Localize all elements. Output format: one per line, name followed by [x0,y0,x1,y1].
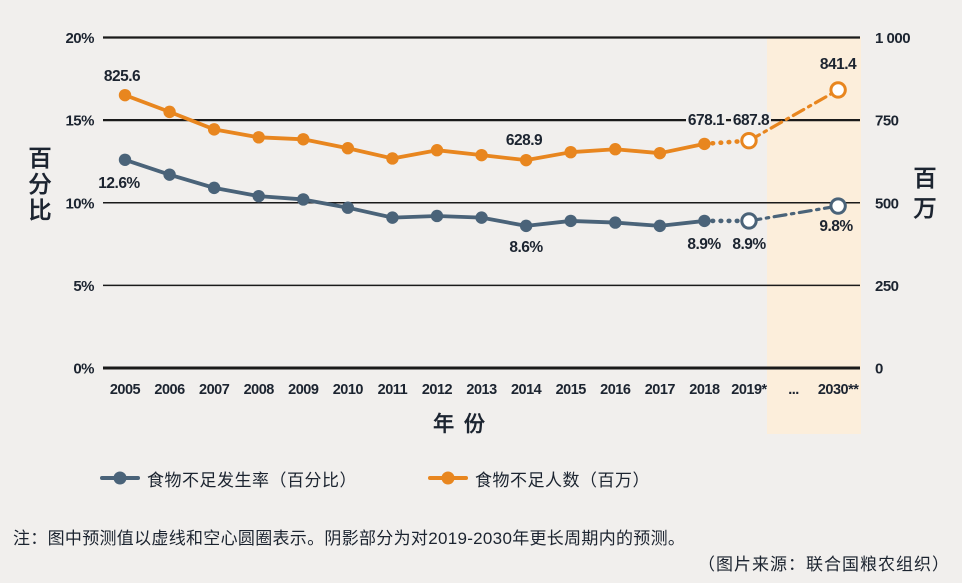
prevalence-point-2008 [252,189,265,203]
population-forecast-point-2019* [740,131,758,150]
prevalence-forecast-point-2030** [829,197,847,215]
image-source: （图片来源：联合国粮农组织） [698,555,950,574]
y-axis-title-right-char: 万 [914,195,937,221]
prevalence-point-2018 [698,214,711,228]
population-point-2015 [564,145,577,159]
xtick-2007: 2007 [199,382,230,398]
population-line-swatch [428,471,468,485]
xtick-2009: 2009 [288,382,319,398]
data-label-687.8: 687.8 [733,112,770,129]
ytick-right-250: 250 [875,278,899,295]
population-point-2007 [207,123,221,136]
ytick-right-750: 750 [875,113,899,130]
legend: 食物不足发生率（百分比） 食物不足人数（百万） [0,466,962,490]
population-forecast-point-2030** [829,81,847,99]
data-label-678.1: 678.1 [688,112,725,129]
xtick-2019*: 2019* [731,382,767,398]
prevalence-point-2010 [341,201,355,214]
prevalence-point-2009 [297,193,310,206]
xtick-2013: 2013 [466,382,497,398]
annotation-mask [731,112,771,128]
prevalence-line-swatch [100,471,140,485]
prevalence-point-2012 [430,209,444,223]
xtick-2011: 2011 [378,382,408,398]
prevalence-point-2007 [207,181,221,195]
xtick-2006: 2006 [154,382,185,398]
chart-svg: 825.6 12.6% 628.9 8.6% 678.1 687.8 841.4 8.9% 8.… [29,30,937,436]
xtick-2017: 2017 [645,382,676,398]
prevalence-point-2006 [163,168,176,181]
data-label-9.8pct: 9.8% [819,218,853,235]
legend-label-population: 食物不足人数（百万） [475,470,650,490]
prevalence-point-2016 [609,216,622,229]
y-axis-title-left-char: 百 [29,145,52,171]
data-label-628.9: 628.9 [506,132,543,149]
legend-item-population: 食物不足人数（百万） [428,466,650,490]
xtick-...: ... [788,382,799,398]
ytick-left-10%: 10% [65,195,94,212]
ytick-right-0: 0 [875,361,883,378]
population-point-2006 [163,105,176,119]
prevalence-point-2017 [653,219,667,233]
population-point-2010 [341,142,355,155]
data-label-12.6pct: 12.6% [98,175,140,192]
data-label-8.9pct: 8.9% [687,236,721,253]
prevalence-dashdot-forecast-line [747,204,840,223]
population-dashdot-forecast-line [747,88,840,143]
population-point-2009 [297,133,310,146]
ytick-right-1 000: 1 000 [875,30,910,47]
population-dotted-forecast-line [702,138,752,147]
population-point-2011 [386,152,399,165]
population-point-2017 [653,146,667,160]
population-line [123,93,707,163]
xtick-2030**: 2030** [818,382,859,398]
prevalence-point-2013 [475,211,488,224]
y-axis-title-right-char: 百 [914,165,937,191]
ytick-left-20%: 20% [65,30,94,47]
population-point-2014 [519,153,533,167]
xtick-2015: 2015 [556,382,587,398]
legend-item-prevalence: 食物不足发生率（百分比） [100,466,357,490]
y-axis-title-left-char: 分 [29,171,52,197]
xtick-2012: 2012 [422,382,453,398]
legend-label-prevalence: 食物不足发生率（百分比） [147,470,357,490]
prevalence-forecast-point-2019* [740,212,758,230]
annotation-mask [686,112,726,128]
y-axis-title-left-char: 比 [29,197,52,223]
xtick-2014: 2014 [511,382,542,398]
ytick-left-15%: 15% [65,113,94,130]
data-label-8.9pct: 8.9% [732,236,766,253]
prevalence-dot-icon [113,471,127,485]
population-point-2018 [698,137,711,151]
population-point-2012 [430,144,444,157]
xtick-2010: 2010 [333,382,364,398]
prevalence-point-2015 [564,214,577,228]
prevalence-point-2005 [118,153,132,166]
prevalence-line [123,157,707,228]
xtick-2016: 2016 [600,382,631,398]
x-axis-title: 年 份 [433,412,487,436]
ytick-right-500: 500 [875,195,899,212]
population-point-2008 [252,131,265,144]
forecast-note: 注：图中预测值以虚线和空心圆圈表示。阴影部分为对2019-2030年更长周期内的… [13,529,686,548]
prevalence-point-2011 [386,211,399,224]
population-point-2013 [475,148,488,162]
data-label-841.4: 841.4 [820,56,857,73]
ytick-left-5%: 5% [73,278,94,295]
data-label-825.6: 825.6 [104,68,141,85]
population-dot-icon [441,471,455,485]
population-point-2016 [609,143,622,156]
xtick-2018: 2018 [689,382,720,398]
population-point-2005 [118,88,132,102]
forecast-shaded-region [767,37,861,434]
xtick-2005: 2005 [110,382,141,398]
ytick-left-0%: 0% [73,361,94,378]
xtick-2008: 2008 [244,382,275,398]
prevalence-point-2014 [519,219,533,233]
data-label-8.6pct: 8.6% [509,239,543,256]
